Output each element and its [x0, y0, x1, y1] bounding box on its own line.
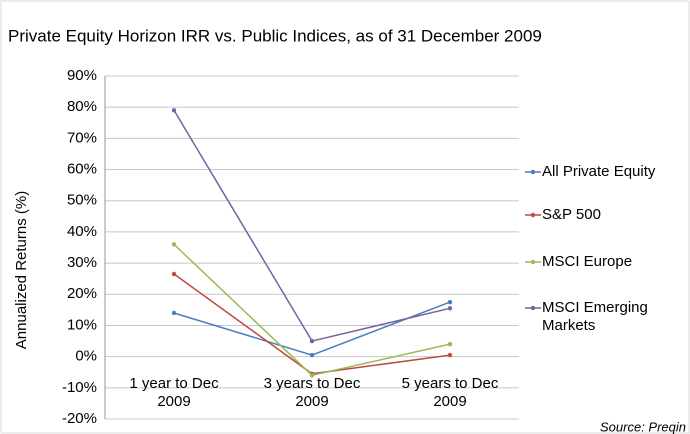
- y-tick-label: 70%: [67, 129, 97, 146]
- legend-label: MSCI Europe: [542, 253, 633, 270]
- x-tick-label: 1 year to Dec 2009: [129, 374, 219, 410]
- y-tick-label: 0%: [75, 348, 97, 365]
- legend-label: All Private Equity: [542, 163, 656, 180]
- y-tick-label: 20%: [67, 285, 97, 302]
- legend-marker: [530, 305, 536, 311]
- y-tick-label: 60%: [67, 161, 97, 178]
- data-point: [447, 352, 453, 358]
- legend-marker: [530, 169, 536, 175]
- y-tick-label: -20%: [62, 410, 97, 427]
- y-tick-label: 50%: [67, 192, 97, 209]
- data-point: [309, 373, 315, 378]
- data-point: [447, 306, 453, 311]
- data-point: [447, 299, 453, 305]
- legend-label: MSCI Emerging Markets: [542, 299, 648, 334]
- y-tick-label: 90%: [67, 67, 97, 84]
- source-note: Source: Preqin: [600, 419, 686, 434]
- data-point: [447, 341, 453, 347]
- legend-marker: [530, 259, 536, 265]
- y-tick-label: 80%: [67, 98, 97, 115]
- data-point: [309, 338, 315, 344]
- legend-label: S&P 500: [542, 206, 601, 223]
- data-point: [171, 271, 177, 277]
- y-tick-label: 10%: [67, 316, 97, 333]
- y-tick-label: 40%: [67, 223, 97, 240]
- data-point: [171, 310, 177, 316]
- data-point: [171, 242, 177, 247]
- data-point: [171, 108, 177, 113]
- y-axis-label: Annualized Returns (%): [13, 191, 30, 349]
- y-tick-label: -10%: [62, 379, 97, 396]
- y-tick-label: 30%: [67, 254, 97, 271]
- x-tick-label: 5 years to Dec 2009: [401, 374, 499, 410]
- x-tick-label: 3 years to Dec 2009: [263, 374, 361, 410]
- data-point: [309, 352, 315, 358]
- legend-marker: [530, 212, 536, 218]
- chart-title: Private Equity Horizon IRR vs. Public In…: [8, 26, 542, 45]
